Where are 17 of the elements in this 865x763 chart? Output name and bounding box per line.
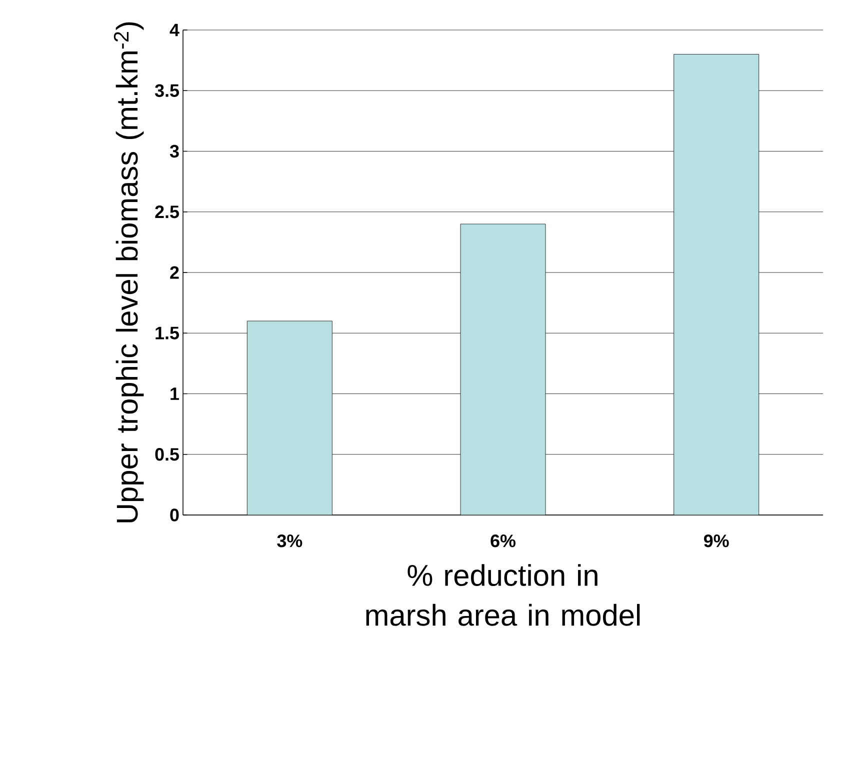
bar: [674, 54, 760, 515]
y-tick-label: 0.5: [155, 448, 179, 461]
y-tick-label: 0: [170, 508, 179, 522]
bar: [246, 320, 332, 515]
x-axis-title: % reduction in marsh area in model: [366, 564, 640, 626]
y-axis-title: Upper trophic level biomass (mt.km$^{-2}$): [114, 22, 144, 522]
y-tick-label: 3.5: [154, 84, 179, 97]
y-tick-label: 4: [170, 24, 180, 36]
x-tick-label: 6%: [490, 534, 516, 548]
x-tick-label: 3%: [277, 534, 302, 548]
y-tick-label: 1: [170, 388, 179, 400]
y-tick-label: 3: [170, 144, 179, 158]
y-tick-label: 2: [170, 266, 179, 279]
x-tick-label: 9%: [704, 534, 729, 548]
y-tick-label: 2.5: [155, 206, 179, 218]
bar: [460, 224, 546, 515]
y-tick-label: 1.5: [156, 326, 179, 340]
